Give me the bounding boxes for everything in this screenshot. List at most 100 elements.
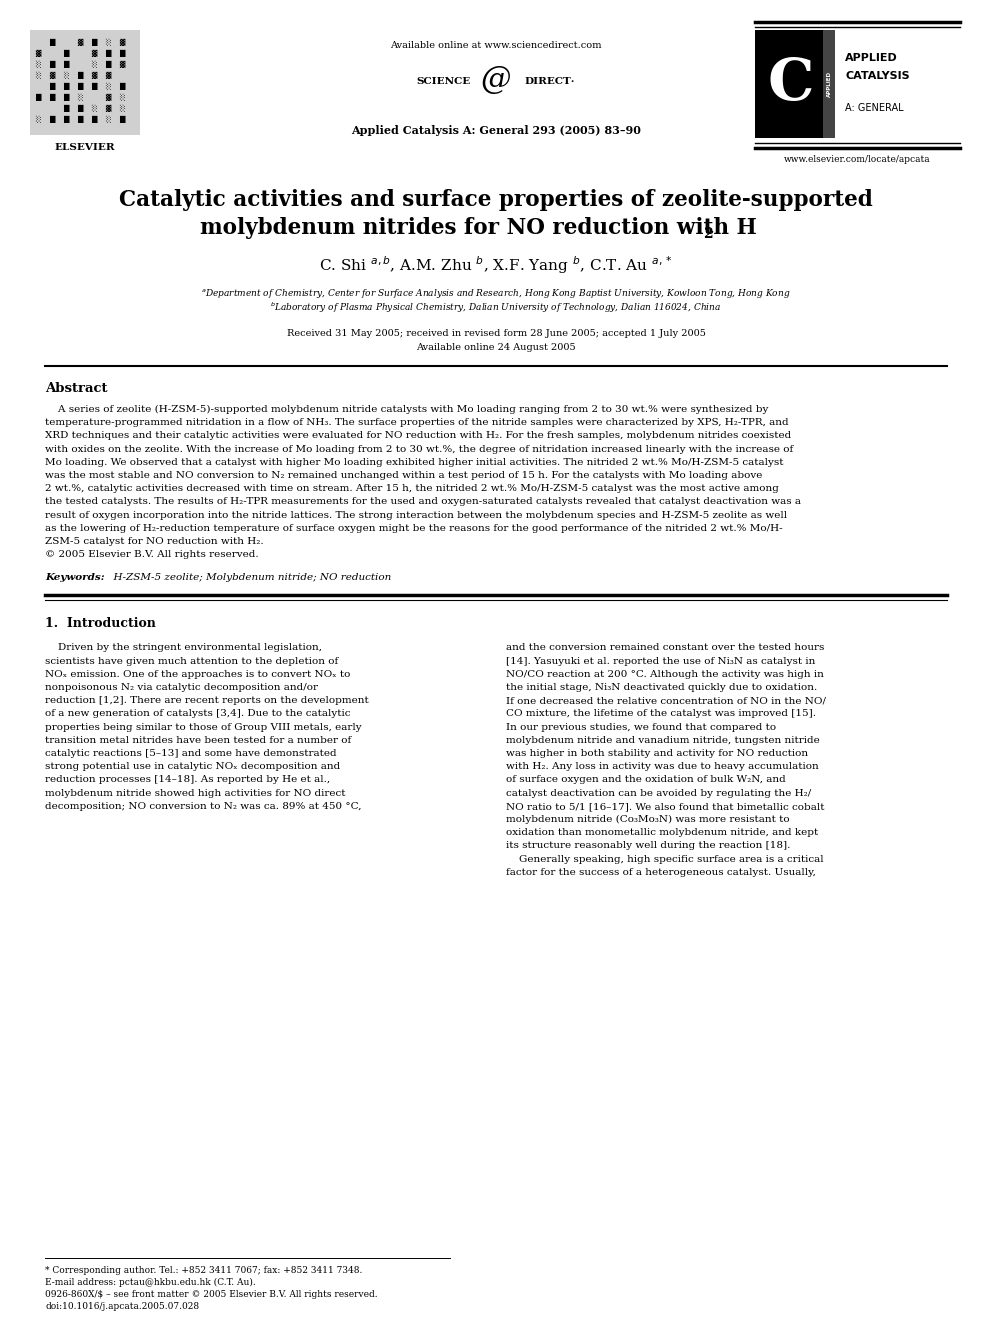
Text: Keywords:: Keywords:: [45, 573, 104, 582]
Text: ░: ░: [63, 71, 68, 78]
Text: ░: ░: [77, 94, 82, 101]
Text: molybdenum nitride (Co₃Mo₃N) was more resistant to: molybdenum nitride (Co₃Mo₃N) was more re…: [506, 815, 790, 824]
Text: ░: ░: [77, 61, 82, 67]
Text: nonpoisonous N₂ via catalytic decomposition and/or: nonpoisonous N₂ via catalytic decomposit…: [45, 683, 318, 692]
Text: ▓: ▓: [36, 82, 41, 90]
Text: ▓: ▓: [105, 105, 111, 111]
Text: ▓: ▓: [36, 94, 41, 101]
Text: ▓: ▓: [63, 94, 68, 101]
Text: Available online 24 August 2005: Available online 24 August 2005: [417, 343, 575, 352]
Text: APPLIED: APPLIED: [845, 53, 898, 64]
Text: Received 31 May 2005; received in revised form 28 June 2005; accepted 1 July 200: Received 31 May 2005; received in revise…: [287, 328, 705, 337]
Text: as the lowering of H₂-reduction temperature of surface oxygen might be the reaso: as the lowering of H₂-reduction temperat…: [45, 524, 783, 533]
Text: reduction [1,2]. There are recent reports on the development: reduction [1,2]. There are recent report…: [45, 696, 369, 705]
Text: █: █: [91, 61, 96, 67]
Text: ░: ░: [91, 115, 96, 123]
Text: ZSM-5 catalyst for NO reduction with H₂.: ZSM-5 catalyst for NO reduction with H₂.: [45, 537, 264, 546]
Text: ░: ░: [50, 61, 55, 67]
Text: ▓: ▓: [36, 61, 41, 67]
Text: ░: ░: [91, 94, 96, 101]
Text: ░: ░: [77, 105, 82, 111]
Text: doi:10.1016/j.apcata.2005.07.028: doi:10.1016/j.apcata.2005.07.028: [45, 1302, 199, 1311]
Text: XRD techniques and their catalytic activities were evaluated for NO reduction wi: XRD techniques and their catalytic activ…: [45, 431, 792, 441]
Text: █: █: [50, 49, 55, 57]
Text: SCIENCE: SCIENCE: [417, 78, 471, 86]
Text: Applied Catalysis A: General 293 (2005) 83–90: Applied Catalysis A: General 293 (2005) …: [351, 124, 641, 135]
Text: the tested catalysts. The results of H₂-TPR measurements for the used and oxygen: the tested catalysts. The results of H₂-…: [45, 497, 801, 507]
Text: catalytic reactions [5–13] and some have demonstrated: catalytic reactions [5–13] and some have…: [45, 749, 336, 758]
Text: CO mixture, the lifetime of the catalyst was improved [15].: CO mixture, the lifetime of the catalyst…: [506, 709, 816, 718]
Text: ▓: ▓: [50, 94, 55, 101]
Text: 0926-860X/$ – see front matter © 2005 Elsevier B.V. All rights reserved.: 0926-860X/$ – see front matter © 2005 El…: [45, 1290, 378, 1299]
Text: █: █: [119, 38, 125, 45]
Text: ░: ░: [91, 49, 96, 57]
Text: ELSEVIER: ELSEVIER: [55, 143, 115, 152]
Text: Catalytic activities and surface properties of zeolite-supported: Catalytic activities and surface propert…: [119, 189, 873, 210]
Text: decomposition; NO conversion to N₂ was ca. 89% at 450 °C,: decomposition; NO conversion to N₂ was c…: [45, 802, 361, 811]
Text: █: █: [91, 82, 96, 90]
Text: ░: ░: [119, 82, 125, 90]
Text: ░: ░: [63, 49, 68, 57]
Text: @: @: [481, 65, 511, 95]
Text: factor for the success of a heterogeneous catalyst. Usually,: factor for the success of a heterogeneou…: [506, 868, 815, 877]
Text: reduction processes [14–18]. As reported by He et al.,: reduction processes [14–18]. As reported…: [45, 775, 330, 785]
Text: ▓: ▓: [105, 61, 111, 67]
Text: Generally speaking, high specific surface area is a critical: Generally speaking, high specific surfac…: [506, 855, 823, 864]
Text: molybdenum nitride showed high activities for NO direct: molybdenum nitride showed high activitie…: [45, 789, 345, 798]
Text: 2: 2: [703, 228, 713, 241]
Text: * Corresponding author. Tel.: +852 3411 7067; fax: +852 3411 7348.: * Corresponding author. Tel.: +852 3411 …: [45, 1266, 362, 1275]
Text: Abstract: Abstract: [45, 381, 107, 394]
Text: █: █: [105, 49, 111, 57]
Text: ▓: ▓: [119, 49, 125, 57]
Text: C: C: [768, 56, 814, 112]
Text: $^b$Laboratory of Plasma Physical Chemistry, Dalian University of Technology, Da: $^b$Laboratory of Plasma Physical Chemis…: [271, 300, 721, 315]
Text: In our previous studies, we found that compared to: In our previous studies, we found that c…: [506, 722, 776, 732]
Text: C. Shi $^{a,b}$, A.M. Zhu $^{b}$, X.F. Yang $^{b}$, C.T. Au $^{a,*}$: C. Shi $^{a,b}$, A.M. Zhu $^{b}$, X.F. Y…: [319, 254, 673, 277]
Text: NOₓ emission. One of the approaches is to convert NOₓ to: NOₓ emission. One of the approaches is t…: [45, 669, 350, 679]
Text: of a new generation of catalysts [3,4]. Due to the catalytic: of a new generation of catalysts [3,4]. …: [45, 709, 350, 718]
Text: and the conversion remained constant over the tested hours: and the conversion remained constant ove…: [506, 643, 824, 652]
Text: ░: ░: [91, 105, 96, 111]
Text: █: █: [77, 71, 82, 78]
Text: ▓: ▓: [91, 38, 96, 45]
Text: █: █: [105, 94, 111, 101]
Text: ▓: ▓: [50, 115, 55, 123]
Text: ░: ░: [50, 71, 55, 78]
Text: A series of zeolite (H-ZSM-5)-supported molybdenum nitride catalysts with Mo loa: A series of zeolite (H-ZSM-5)-supported …: [45, 405, 769, 414]
Text: properties being similar to those of Group VIII metals, early: properties being similar to those of Gro…: [45, 722, 362, 732]
Text: ░: ░: [50, 82, 55, 90]
Text: 2 wt.%, catalytic activities decreased with time on stream. After 15 h, the nitr: 2 wt.%, catalytic activities decreased w…: [45, 484, 779, 493]
Text: APPLIED: APPLIED: [826, 71, 831, 97]
Text: molybdenum nitride and vanadium nitride, tungsten nitride: molybdenum nitride and vanadium nitride,…: [506, 736, 819, 745]
Text: of surface oxygen and the oxidation of bulk W₂N, and: of surface oxygen and the oxidation of b…: [506, 775, 786, 785]
Text: transition metal nitrides have been tested for a number of: transition metal nitrides have been test…: [45, 736, 351, 745]
Text: NO/CO reaction at 200 °C. Although the activity was high in: NO/CO reaction at 200 °C. Although the a…: [506, 669, 824, 679]
Text: 1.  Introduction: 1. Introduction: [45, 618, 156, 630]
Text: A: GENERAL: A: GENERAL: [845, 103, 904, 112]
Text: ▓: ▓: [119, 61, 125, 67]
Text: with H₂. Any loss in activity was due to heavy accumulation: with H₂. Any loss in activity was due to…: [506, 762, 818, 771]
Text: NO ratio to 5/1 [16–17]. We also found that bimetallic cobalt: NO ratio to 5/1 [16–17]. We also found t…: [506, 802, 824, 811]
Text: █: █: [119, 94, 125, 101]
Text: © 2005 Elsevier B.V. All rights reserved.: © 2005 Elsevier B.V. All rights reserved…: [45, 550, 259, 560]
Text: ▓: ▓: [63, 115, 68, 123]
Text: ░: ░: [105, 115, 111, 123]
Text: Mo loading. We observed that a catalyst with higher Mo loading exhibited higher : Mo loading. We observed that a catalyst …: [45, 458, 784, 467]
Text: [14]. Yasuyuki et al. reported the use of Ni₃N as catalyst in: [14]. Yasuyuki et al. reported the use o…: [506, 656, 815, 665]
Text: $^a$Department of Chemistry, Center for Surface Analysis and Research, Hong Kong: $^a$Department of Chemistry, Center for …: [201, 287, 791, 299]
Text: ▓: ▓: [91, 71, 96, 78]
Text: ░: ░: [119, 71, 125, 78]
Text: █: █: [77, 49, 82, 57]
Text: the initial stage, Ni₃N deactivated quickly due to oxidation.: the initial stage, Ni₃N deactivated quic…: [506, 683, 817, 692]
Text: E-mail address: pctau@hkbu.edu.hk (C.T. Au).: E-mail address: pctau@hkbu.edu.hk (C.T. …: [45, 1278, 256, 1287]
Text: If one decreased the relative concentration of NO in the NO/: If one decreased the relative concentrat…: [506, 696, 826, 705]
Text: catalyst deactivation can be avoided by regulating the H₂/: catalyst deactivation can be avoided by …: [506, 789, 811, 798]
Text: █: █: [105, 71, 111, 78]
Text: ▓: ▓: [36, 115, 41, 123]
Text: CATALYSIS: CATALYSIS: [845, 71, 910, 81]
Text: result of oxygen incorporation into the nitride lattices. The strong interaction: result of oxygen incorporation into the …: [45, 511, 787, 520]
Text: ░: ░: [63, 38, 68, 45]
Text: █: █: [119, 115, 125, 123]
Bar: [823, 30, 835, 138]
Text: H-ZSM-5 zeolite; Molybdenum nitride; NO reduction: H-ZSM-5 zeolite; Molybdenum nitride; NO …: [107, 573, 391, 582]
